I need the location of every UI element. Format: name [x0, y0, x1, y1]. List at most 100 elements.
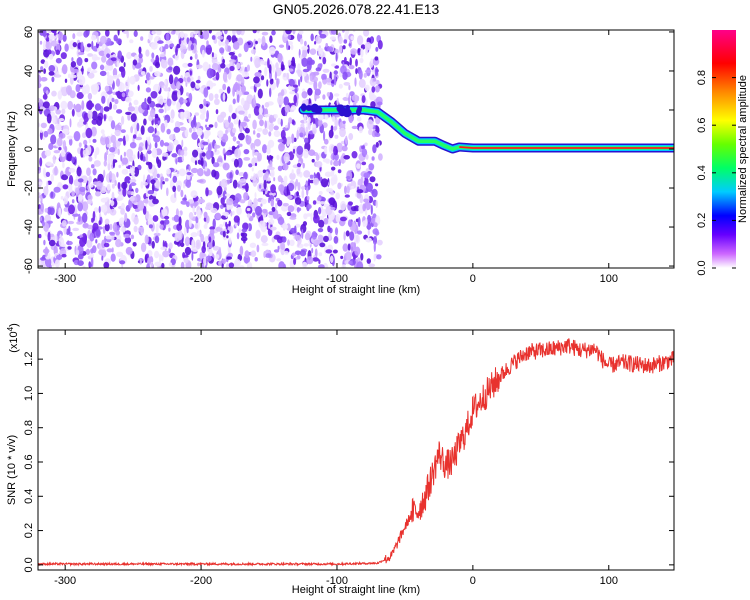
noise-speckle — [334, 65, 340, 69]
noise-speckle — [345, 230, 350, 237]
noise-speckle — [151, 147, 158, 159]
noise-speckle — [302, 48, 308, 59]
noise-speckle — [228, 115, 231, 123]
noise-speckle — [158, 253, 162, 263]
noise-speckle — [332, 249, 338, 254]
noise-speckle — [91, 217, 94, 223]
noise-speckle — [222, 231, 226, 238]
noise-speckle — [238, 53, 242, 58]
noise-speckle — [306, 186, 309, 196]
noise-speckle — [71, 57, 74, 62]
noise-speckle — [92, 138, 97, 143]
noise-speckle — [45, 171, 51, 177]
noise-speckle — [206, 40, 209, 46]
noise-speckle — [130, 171, 136, 176]
noise-speckle — [114, 179, 117, 186]
noise-speckle — [266, 79, 269, 87]
noise-speckle — [173, 65, 181, 75]
noise-speckle — [120, 129, 126, 134]
noise-speckle — [272, 64, 275, 73]
noise-speckle — [40, 66, 44, 71]
noise-speckle — [121, 168, 129, 175]
noise-speckle — [50, 191, 54, 199]
noise-speckle — [306, 196, 310, 201]
noise-speckle — [346, 185, 350, 194]
noise-speckle — [178, 38, 182, 45]
noise-speckle — [312, 177, 320, 186]
noise-speckle — [145, 72, 151, 81]
noise-speckle — [178, 168, 186, 177]
noise-speckle — [116, 251, 124, 257]
noise-speckle — [219, 47, 225, 54]
noise-speckle — [296, 129, 300, 140]
noise-speckle — [228, 122, 234, 129]
noise-speckle — [147, 190, 155, 195]
spectrogram-x-axis: -300 -200 -100 0 100 — [54, 30, 618, 285]
noise-speckle — [348, 260, 353, 265]
noise-speckle — [162, 152, 169, 157]
noise-speckle — [72, 227, 80, 232]
noise-speckle — [318, 81, 322, 89]
noise-speckle — [231, 112, 237, 120]
noise-speckle — [100, 35, 107, 45]
noise-speckle — [330, 206, 336, 211]
noise-speckle — [175, 158, 178, 165]
noise-speckle — [341, 145, 348, 152]
noise-speckle — [78, 75, 86, 86]
track-core — [459, 146, 674, 149]
noise-speckle — [342, 61, 345, 69]
colorbar-label: Normalized spectral amplitude — [737, 75, 749, 223]
noise-speckle — [76, 92, 84, 99]
noise-speckle — [371, 217, 377, 224]
noise-speckle — [63, 207, 69, 212]
noise-speckle — [147, 96, 152, 104]
noise-speckle — [351, 151, 358, 159]
noise-speckle — [154, 235, 160, 244]
noise-speckle — [93, 160, 101, 167]
noise-speckle — [183, 226, 187, 236]
noise-speckle — [203, 211, 208, 218]
noise-speckle — [185, 219, 190, 230]
noise-speckle — [307, 122, 311, 131]
noise-speckle — [287, 182, 295, 192]
noise-speckle — [104, 152, 108, 163]
noise-speckle — [270, 155, 274, 160]
noise-speckle — [356, 163, 361, 169]
noise-speckle — [75, 187, 80, 195]
noise-speckle — [337, 182, 342, 190]
noise-speckle — [254, 57, 261, 69]
noise-speckle — [232, 98, 236, 105]
noise-speckle — [108, 170, 113, 180]
noise-speckle — [112, 74, 120, 79]
noise-speckle — [246, 207, 251, 212]
noise-speckle — [366, 119, 374, 130]
noise-speckle — [211, 52, 214, 58]
noise-speckle — [219, 224, 224, 228]
noise-speckle — [103, 169, 106, 178]
noise-speckle — [257, 114, 263, 120]
noise-speckle — [211, 169, 217, 178]
noise-speckle — [120, 227, 126, 232]
noise-speckle — [182, 183, 186, 189]
noise-speckle — [255, 230, 261, 239]
noise-speckle — [236, 183, 240, 188]
noise-speckle — [275, 202, 278, 210]
noise-speckle — [252, 30, 257, 34]
noise-speckle — [356, 116, 362, 122]
noise-speckle — [58, 147, 62, 151]
noise-speckle — [138, 56, 144, 64]
noise-speckle — [166, 98, 172, 107]
noise-speckle — [348, 65, 355, 70]
noise-speckle — [376, 254, 382, 260]
noise-speckle — [132, 154, 136, 160]
noise-speckle — [239, 121, 247, 127]
noise-speckle — [208, 93, 214, 101]
noise-speckle — [190, 81, 196, 89]
noise-speckle — [276, 78, 279, 88]
noise-speckle — [138, 53, 143, 59]
noise-speckle — [180, 200, 188, 205]
noise-speckle — [129, 142, 137, 149]
noise-speckle — [184, 110, 191, 120]
noise-speckle — [82, 265, 86, 268]
noise-speckle — [186, 76, 191, 83]
